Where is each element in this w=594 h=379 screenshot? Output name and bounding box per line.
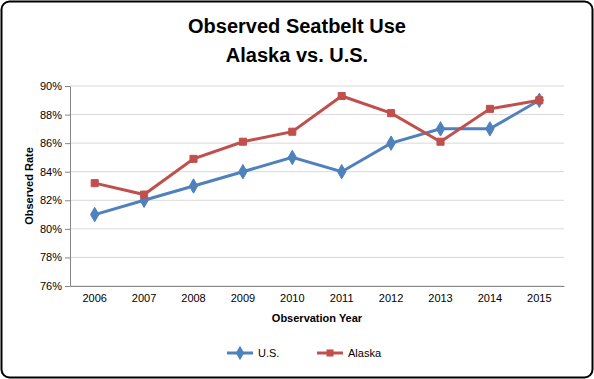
subtitle: Alaska vs. U.S. [226, 44, 368, 66]
y-axis-line [70, 87, 71, 287]
legend-marker [326, 349, 333, 356]
y-tick-mark [65, 229, 70, 230]
x-tick-label: 2014 [478, 292, 502, 304]
marker [239, 165, 247, 179]
y-tick: 78% [40, 251, 70, 263]
grid-line [70, 143, 564, 144]
series-markers [91, 92, 543, 198]
y-tick-label: 80% [40, 223, 62, 235]
legend-label: U.S. [258, 347, 279, 359]
legend: U.S. Alaska [227, 346, 382, 360]
x-tick: 2011 [330, 292, 354, 304]
x-axis: 2006 2007 2008 2009 2010 2011 2012 2013 2014 2015 [71, 287, 565, 304]
y-axis: 76% 78% 80% 82% 84% 86% 88% 90% [40, 80, 71, 292]
y-axis-title: Observed Rate [23, 147, 35, 225]
x-tick-label: 2010 [280, 292, 304, 304]
x-tick: 2006 [82, 292, 106, 304]
marker [190, 155, 197, 162]
marks [91, 92, 544, 221]
grid-line [70, 86, 564, 87]
y-tick: 80% [40, 223, 70, 235]
series-line [95, 96, 540, 195]
marker [91, 180, 98, 187]
marker [536, 97, 543, 104]
marker [289, 128, 296, 135]
marker [288, 150, 296, 164]
y-tick: 82% [40, 194, 70, 206]
x-axis-line [71, 286, 565, 287]
marker [338, 165, 346, 179]
series-markers [91, 93, 544, 222]
x-tick-label: 2009 [231, 292, 255, 304]
title: Observed Seatbelt Use [188, 15, 406, 37]
grid [70, 86, 564, 286]
y-tick-mark [65, 200, 70, 201]
marker [486, 105, 493, 112]
x-axis-title: Observation Year [272, 312, 363, 324]
plot: 76% 78% 80% 82% 84% 86% 88% 90% 2006 2007 2008 2009… [40, 80, 565, 304]
y-tick-label: 84% [40, 166, 62, 178]
legend-label: Alaska [348, 347, 382, 359]
marker [189, 179, 197, 193]
marker [338, 92, 345, 99]
chart: Observed Seatbelt UseAlaska vs. U.S.76%7… [0, 0, 594, 379]
x-tick-label: 2013 [428, 292, 452, 304]
series-line [95, 100, 540, 214]
x-tick: 2014 [478, 292, 502, 304]
x-tick: 2012 [379, 292, 403, 304]
y-tick-label: 82% [40, 194, 62, 206]
x-tick-label: 2006 [82, 292, 106, 304]
x-tick: 2015 [527, 292, 551, 304]
y-tick-mark [65, 86, 70, 87]
y-tick-mark [65, 286, 70, 287]
x-tick-label: 2011 [330, 292, 354, 304]
y-tick-mark [65, 257, 70, 258]
y-tick-label: 76% [40, 280, 62, 292]
x-tick: 2009 [231, 292, 255, 304]
y-tick: 84% [40, 166, 70, 178]
grid-line [70, 171, 564, 172]
marker [437, 138, 444, 145]
x-tick-label: 2015 [527, 292, 551, 304]
y-tick-label: 90% [40, 80, 62, 92]
x-tick-label: 2007 [132, 292, 156, 304]
marker [141, 191, 148, 198]
x-tick-label: 2012 [379, 292, 403, 304]
x-tick: 2013 [428, 292, 452, 304]
marker [436, 122, 444, 136]
marker [91, 207, 99, 221]
legend-marker [236, 346, 244, 360]
y-tick-mark [65, 115, 70, 116]
y-tick-mark [65, 172, 70, 173]
marker [387, 136, 395, 150]
y-tick: 86% [40, 137, 70, 149]
y-tick-label: 88% [40, 109, 62, 121]
legend-item: Alaska [317, 347, 382, 359]
marker [239, 138, 246, 145]
grid-line [70, 228, 564, 229]
y-tick-mark [65, 143, 70, 144]
marker [535, 93, 543, 107]
grid-line [70, 257, 564, 258]
marker [388, 110, 395, 117]
x-tick: 2008 [181, 292, 205, 304]
x-tick: 2010 [280, 292, 304, 304]
grid-line [70, 286, 564, 287]
y-tick-label: 78% [40, 251, 62, 263]
legend-item: U.S. [227, 346, 279, 360]
x-tick: 2007 [132, 292, 156, 304]
x-tick-label: 2008 [181, 292, 205, 304]
y-tick-label: 86% [40, 137, 62, 149]
y-tick: 88% [40, 109, 70, 121]
y-tick: 76% [40, 280, 70, 292]
marker [486, 122, 494, 136]
y-tick: 90% [40, 80, 70, 92]
chart-border [2, 2, 593, 378]
